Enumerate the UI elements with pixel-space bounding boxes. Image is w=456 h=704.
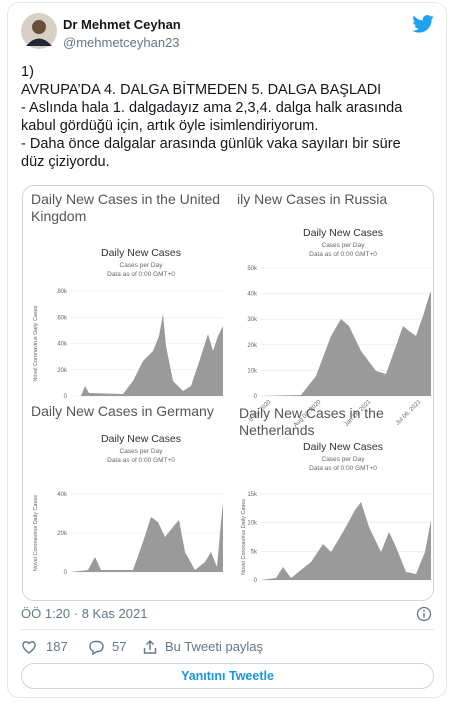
tweet-image[interactable]: Daily New Cases in the United Kingdom Dail…: [22, 185, 434, 601]
separator: [21, 629, 434, 630]
y-tick-label: 60k: [57, 315, 68, 321]
y-tick-label: 10k: [247, 368, 258, 374]
y-axis-label: Novel Coronavirus Daily Cases: [33, 305, 39, 381]
y-tick-label: 40k: [247, 292, 258, 298]
author-handle[interactable]: @mehmetceyhan23: [63, 35, 180, 50]
chart-note: Data as of 0:00 GMT+0: [309, 465, 377, 472]
like-icon[interactable]: [21, 639, 37, 655]
text-line: kabul gördüğü için, artık öyle isimlendi…: [21, 118, 319, 134]
chart-title: Daily New Cases: [101, 433, 181, 445]
y-tick-label: 20k: [57, 531, 68, 537]
y-tick-label: 40k: [57, 492, 68, 498]
text-line: düz çiziyordu.: [21, 154, 110, 170]
panel-title: Daily New Cases in Germany: [31, 403, 214, 419]
chart-subtitle: Cases per Day: [120, 262, 164, 269]
area-shape: [261, 291, 431, 396]
y-tick-label: 15k: [247, 492, 258, 498]
chart-note: Data as of 0:00 GMT+0: [309, 251, 377, 258]
chart-note: Data as of 0:00 GMT+0: [107, 457, 175, 464]
share-label[interactable]: Bu Tweeti paylaş: [165, 639, 264, 654]
chart-note: Data as of 0:00 GMT+0: [107, 271, 175, 278]
y-tick-label: 40k: [57, 342, 68, 348]
text-line: AVRUPA’DA 4. DALGA BİTMEDEN 5. DALGA BAŞ…: [21, 82, 382, 98]
chart-subtitle: Cases per Day: [322, 456, 366, 463]
y-tick-label: 0: [254, 394, 258, 400]
text-line: 1): [21, 64, 34, 80]
reply-icon[interactable]: [88, 639, 104, 655]
y-tick-label: 30k: [247, 317, 258, 323]
area-shape: [71, 502, 223, 572]
panel-title: Netherlands: [239, 422, 315, 438]
y-tick-label: 20k: [247, 343, 258, 349]
y-tick-label: 5k: [251, 549, 258, 555]
info-icon[interactable]: [416, 606, 432, 622]
panel-title: Daily New Cases in the: [239, 405, 384, 421]
chart-title: Daily New Cases: [101, 247, 181, 259]
panel-title: Kingdom: [31, 208, 86, 224]
chart-subtitle: Cases per Day: [322, 242, 366, 249]
text-line: - Daha önce dalgalar arasında günlük vak…: [21, 136, 401, 152]
panel-title: Daily New Cases in the United: [31, 191, 220, 207]
share-icon[interactable]: [142, 639, 158, 655]
like-count[interactable]: 187: [46, 639, 68, 654]
y-axis-label: Novel Coronavirus Daily Cases: [241, 499, 247, 575]
area-shape: [71, 314, 223, 396]
timestamp[interactable]: ÖÖ 1:20 · 8 Kas 2021: [21, 606, 148, 621]
area-shape: [261, 502, 431, 580]
author-name[interactable]: Dr Mehmet Ceyhan: [63, 17, 181, 32]
panel-title: ily New Cases in Russia: [237, 191, 387, 207]
avatar: [21, 13, 57, 49]
reply-button[interactable]: Yanıtını Tweetle: [21, 663, 434, 689]
y-tick-label: 0: [254, 578, 258, 584]
y-tick-label: 50k: [247, 266, 258, 272]
chart-subtitle: Cases per Day: [120, 448, 164, 455]
chart-title: Daily New Cases: [303, 227, 383, 239]
reply-count[interactable]: 57: [112, 639, 127, 654]
y-tick-label: 20k: [57, 368, 68, 374]
y-tick-label: 0: [64, 570, 68, 576]
twitter-logo[interactable]: [412, 15, 434, 33]
y-tick-label: 80k: [57, 289, 68, 295]
chart-panel: Daily New Cases in Germany Daily New Case…: [31, 403, 223, 576]
y-tick-label: 10k: [247, 521, 258, 527]
tweet-text: 1) AVRUPA’DA 4. DALGA BİTMEDEN 5. DALGA B…: [21, 63, 402, 171]
text-line: - Aslında hala 1. dalgadayız ama 2,3,4. …: [21, 100, 403, 116]
y-axis-label: Novel Coronavirus Daily Cases: [33, 495, 39, 571]
tweet-card: Dr Mehmet Ceyhan @mehmetceyhan23 1) AVRUP…: [7, 2, 447, 698]
y-tick-label: 0: [64, 394, 68, 400]
chart-title: Daily New Cases: [303, 441, 383, 453]
